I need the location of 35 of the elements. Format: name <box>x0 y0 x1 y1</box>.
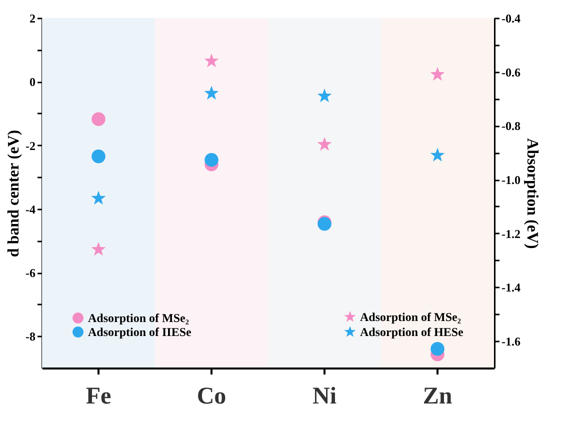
x-tick-label: Co <box>196 384 226 410</box>
point <box>91 190 106 205</box>
y2-tick-label: -1.2 <box>502 226 520 241</box>
legend-label: Adsorption of MSe₂ <box>88 311 190 325</box>
y2-tick-label: -1.4 <box>502 280 520 295</box>
point <box>204 86 219 100</box>
legend-label: Adsorption of MSe₂ <box>360 310 462 324</box>
y-axis-title: d band center (eV) <box>6 130 23 258</box>
x-tick-label: Zn <box>422 384 452 410</box>
y-tick-label: -6 <box>26 266 36 280</box>
x-tick-label: Fe <box>86 384 112 410</box>
point <box>91 242 106 256</box>
y-tick-label: 2 <box>30 12 36 26</box>
y2-tick-label: -1.0 <box>502 173 520 188</box>
y2-tick-label: -0.4 <box>502 12 520 26</box>
y2-tick-label: -0.6 <box>502 65 520 80</box>
point <box>92 112 106 126</box>
point <box>204 153 218 167</box>
y-tick-label: -4 <box>26 202 36 216</box>
y2-tick-label: -0.8 <box>502 119 520 134</box>
point <box>204 53 219 68</box>
point <box>430 148 445 162</box>
point <box>317 88 332 102</box>
point <box>430 66 445 81</box>
y-tick-label: -8 <box>26 330 36 344</box>
y2-tick-label: -1.6 <box>502 334 520 349</box>
point <box>92 150 106 164</box>
x-tick-label: Ni <box>312 384 337 410</box>
legend-label: Adsorption of HESe <box>360 325 464 339</box>
point <box>317 136 332 151</box>
y2-axis-title: Absorption (eV) <box>523 138 540 249</box>
y-tick-label: 0 <box>30 75 36 90</box>
point <box>430 342 444 356</box>
y-tick-label: -2 <box>26 138 36 153</box>
legend-label: Adsorption of IIESe <box>88 325 192 339</box>
